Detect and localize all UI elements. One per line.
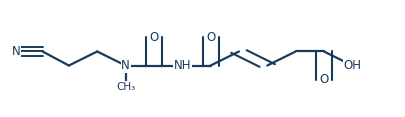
Text: NH: NH	[173, 59, 191, 72]
Text: OH: OH	[343, 59, 361, 72]
Text: O: O	[320, 73, 328, 86]
Text: O: O	[206, 31, 215, 44]
Text: N: N	[12, 45, 21, 58]
Text: CH₃: CH₃	[116, 82, 135, 92]
Text: O: O	[149, 31, 158, 44]
Text: N: N	[121, 59, 130, 72]
